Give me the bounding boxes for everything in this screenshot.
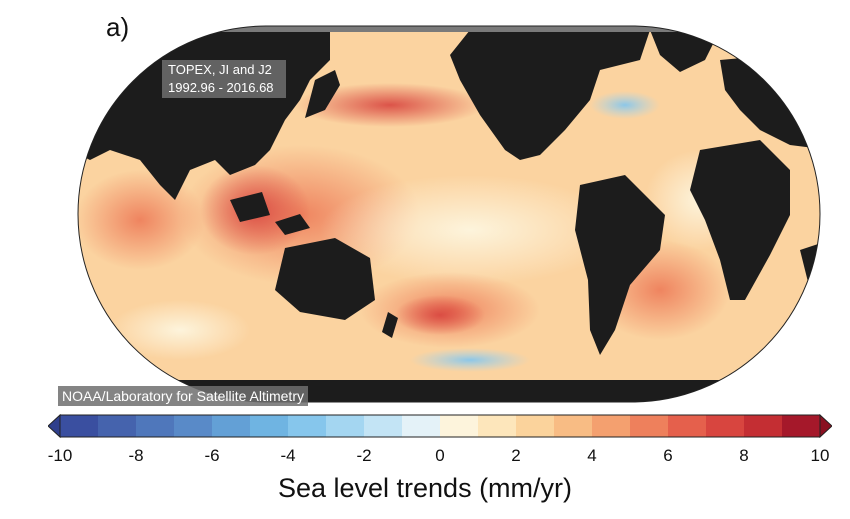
colorbar-tick-label: 2 bbox=[511, 446, 521, 465]
kuroshio-high bbox=[295, 83, 485, 127]
colorbar-bin bbox=[668, 415, 707, 437]
colorbar-bin bbox=[326, 415, 365, 437]
colorbar-tick-label: -4 bbox=[280, 446, 296, 465]
colorbar-bin bbox=[706, 415, 745, 437]
south-indian-pale bbox=[110, 300, 250, 360]
north-atlantic-cool bbox=[590, 91, 660, 119]
south-pacific-core bbox=[395, 295, 485, 335]
colorbar-under-arrow bbox=[48, 414, 61, 438]
colorbar-bin bbox=[554, 415, 593, 437]
colorbar-tick-label: 4 bbox=[587, 446, 597, 465]
globe-field bbox=[78, 26, 820, 402]
colorbar-frame bbox=[59, 414, 821, 438]
colorbar-bin bbox=[212, 415, 251, 437]
colorbar-bin bbox=[402, 415, 441, 437]
colorbar-bin bbox=[136, 415, 175, 437]
colorbar-tick-label: -6 bbox=[204, 446, 220, 465]
colorbar bbox=[48, 414, 832, 438]
colorbar-bin bbox=[592, 415, 631, 437]
source-badge: NOAA/Laboratory for Satellite Altimetry bbox=[58, 386, 308, 406]
colorbar-title: Sea level trends (mm/yr) bbox=[277, 473, 573, 503]
east-pacific-low bbox=[320, 175, 620, 285]
colorbar-tick-label: -8 bbox=[128, 446, 144, 465]
mission-badge: TOPEX, JI and J2 1992.96 - 2016.68 bbox=[162, 60, 286, 98]
colorbar-tick-label: -2 bbox=[356, 446, 372, 465]
colorbar-bin bbox=[250, 415, 289, 437]
colorbar-bin bbox=[288, 415, 327, 437]
colorbar-tick-label: 0 bbox=[435, 446, 445, 465]
arctic-ice bbox=[78, 26, 820, 32]
colorbar-bin bbox=[98, 415, 137, 437]
mission-line-1: TOPEX, JI and J2 bbox=[168, 62, 272, 77]
colorbar-tick-label: 8 bbox=[739, 446, 749, 465]
colorbar-bin bbox=[60, 415, 99, 437]
colorbar-bin bbox=[630, 415, 669, 437]
panel-label: a) bbox=[106, 12, 130, 42]
colorbar-over-arrow bbox=[819, 414, 832, 438]
colorbar-bin bbox=[516, 415, 555, 437]
colorbar-bin bbox=[744, 415, 783, 437]
colorbar-bin bbox=[478, 415, 517, 437]
southern-ocean-cool bbox=[410, 348, 530, 372]
colorbar-tick-label: 6 bbox=[663, 446, 673, 465]
colorbar-bin bbox=[364, 415, 403, 437]
colorbar-tick-label: -10 bbox=[47, 446, 73, 465]
colorbar-tick-label: 10 bbox=[810, 446, 830, 465]
colorbar-bin bbox=[440, 415, 479, 437]
globe-outline bbox=[77, 25, 821, 403]
mission-line-2: 1992.96 - 2016.68 bbox=[168, 80, 274, 95]
indian-ocean-high bbox=[78, 170, 205, 270]
colorbar-bin bbox=[782, 415, 821, 437]
colorbar-bin bbox=[174, 415, 213, 437]
